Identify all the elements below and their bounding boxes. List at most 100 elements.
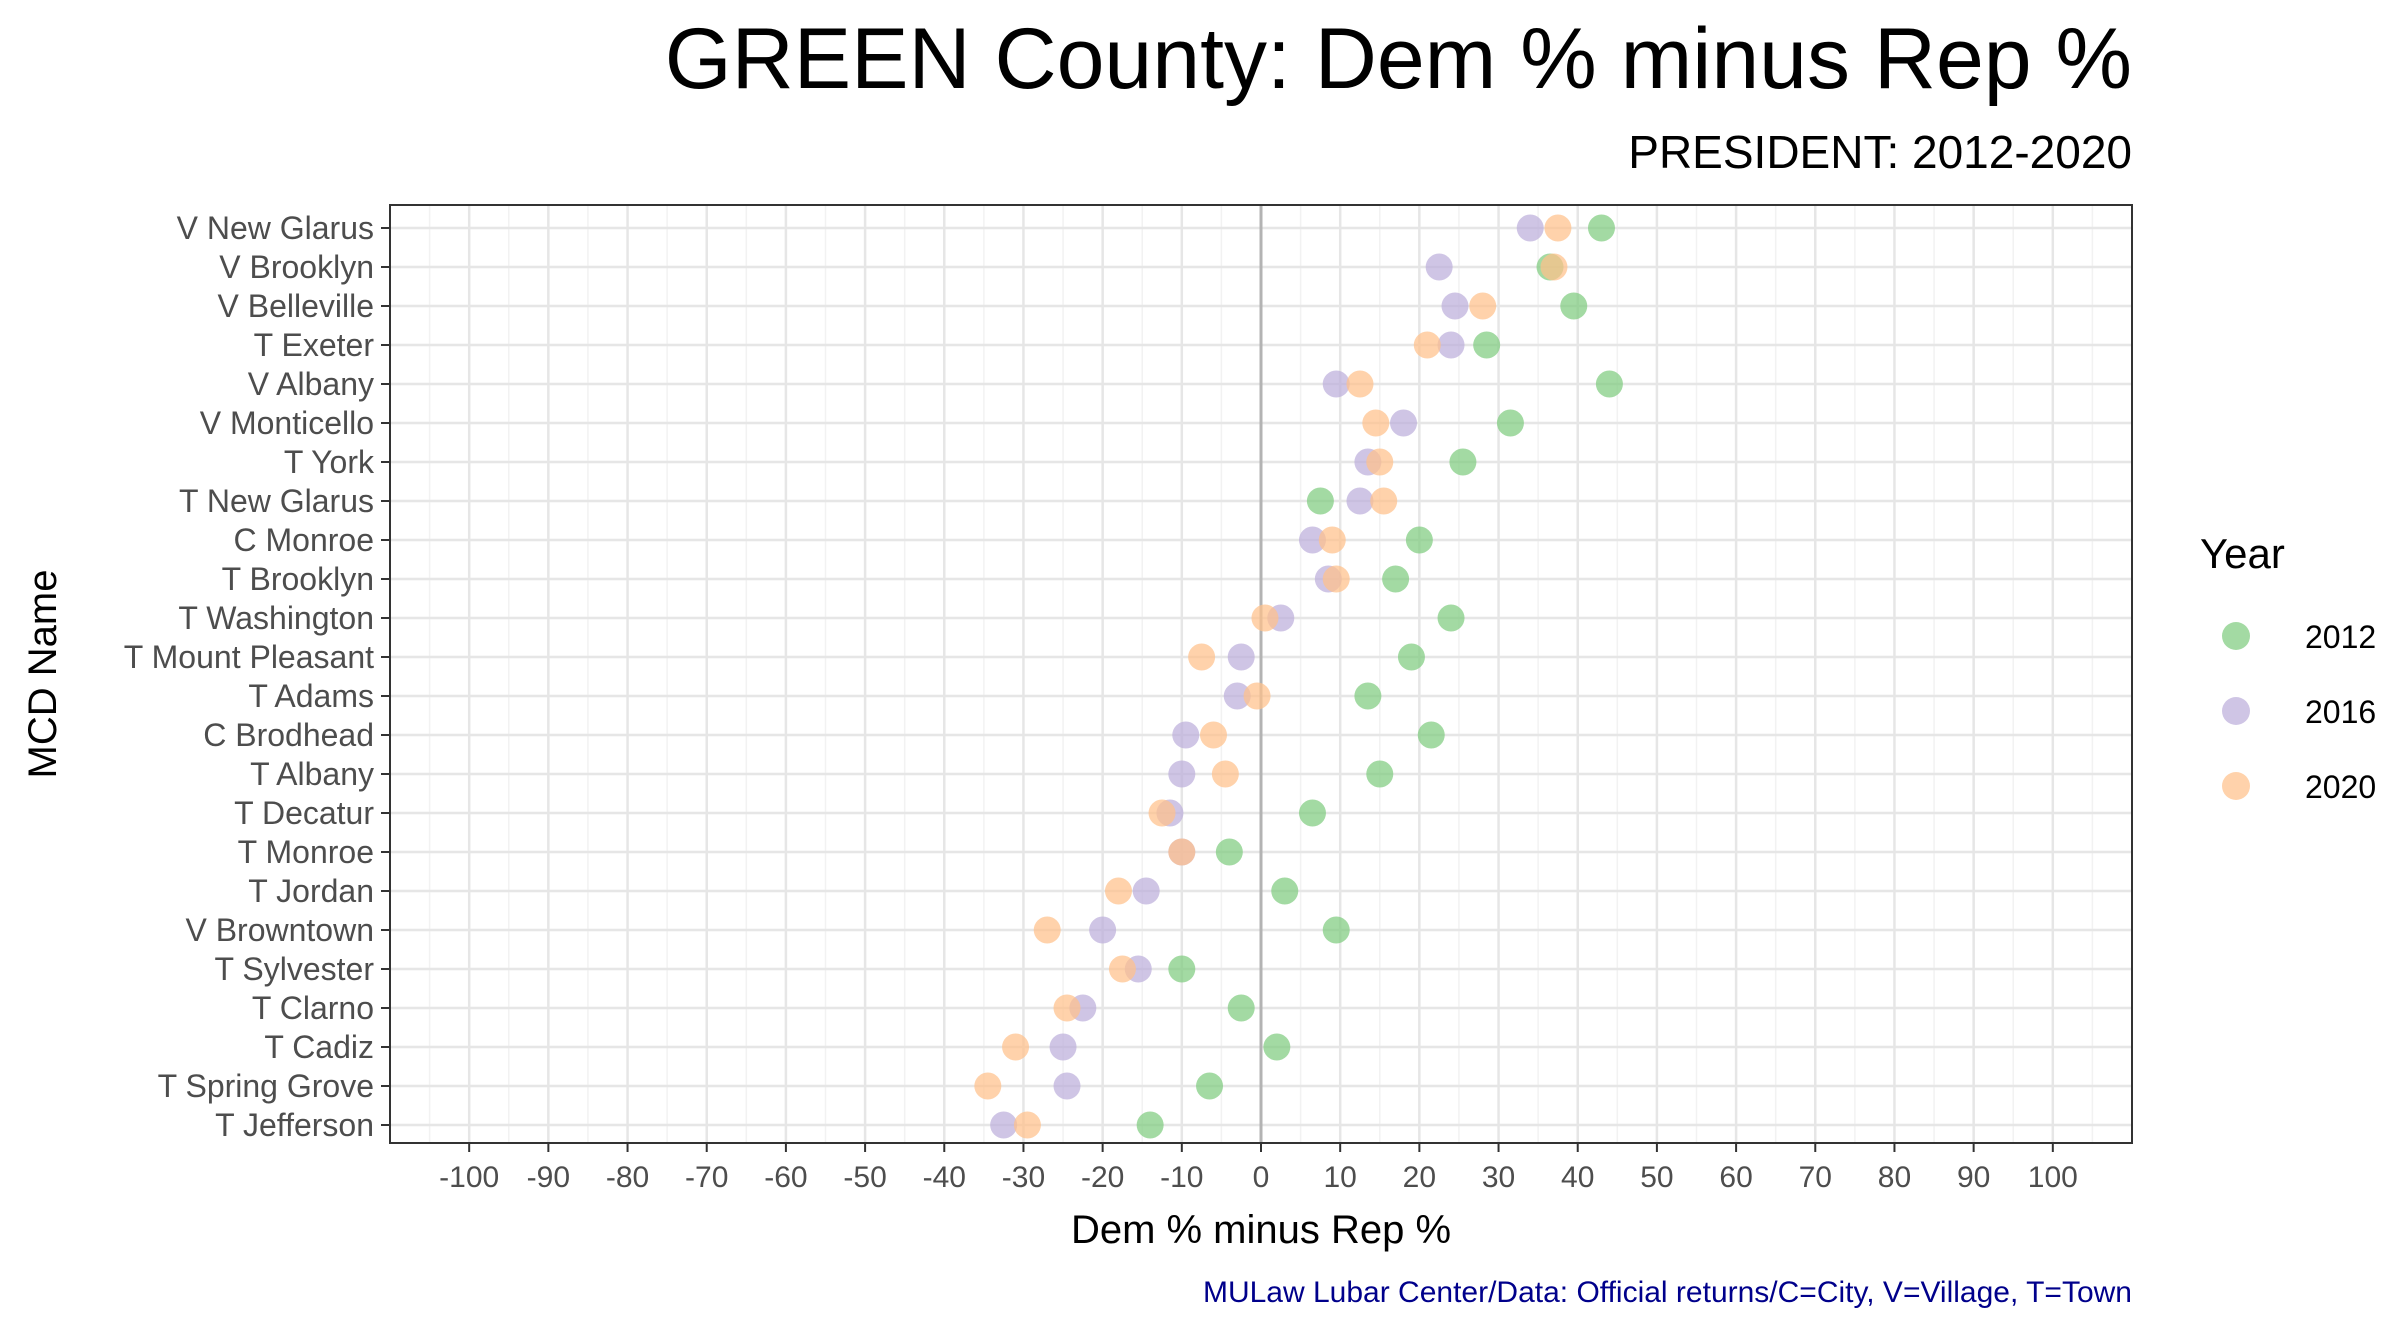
point-2016	[1390, 409, 1418, 437]
point-2016	[1437, 331, 1465, 359]
y-tick-label: T Monroe	[238, 834, 374, 870]
point-2020	[1148, 799, 1176, 827]
legend: Year 2012 2016 2020	[2200, 530, 2376, 805]
y-tick-label: T Exeter	[254, 327, 375, 363]
point-2016	[1089, 916, 1117, 944]
point-2020	[1366, 448, 1394, 476]
point-2020	[1104, 877, 1132, 905]
point-2020	[1318, 526, 1346, 554]
point-2016	[1346, 487, 1374, 515]
y-axis-title: MCD Name	[21, 570, 65, 779]
legend-key-2016	[2222, 697, 2250, 725]
data-points	[974, 214, 1623, 1139]
point-2012	[1354, 682, 1382, 710]
point-2012	[1595, 370, 1623, 398]
legend-key-2012	[2222, 622, 2250, 650]
y-tick-label: T York	[284, 444, 375, 480]
y-tick-label: T Jordan	[248, 873, 374, 909]
y-tick-label: T Jefferson	[215, 1107, 374, 1143]
point-2012	[1473, 331, 1501, 359]
y-tick-label: T Decatur	[234, 795, 374, 831]
point-2020	[1033, 916, 1061, 944]
point-2020	[1013, 1111, 1041, 1139]
legend-label-2020: 2020	[2305, 769, 2376, 805]
point-2020	[1211, 760, 1239, 788]
point-2016	[1298, 526, 1326, 554]
point-2020	[1322, 565, 1350, 593]
grid-minor	[428, 205, 2094, 1143]
point-2020	[1469, 292, 1497, 320]
point-2012	[1215, 838, 1243, 866]
x-tick-label: -70	[685, 1161, 728, 1194]
point-2012	[1271, 877, 1299, 905]
plot-panel	[389, 204, 2133, 1144]
legend-key-2020	[2222, 772, 2250, 800]
y-tick-label: T Albany	[250, 756, 374, 792]
point-2016	[1053, 1072, 1081, 1100]
y-tick-label: T Adams	[248, 678, 374, 714]
y-tick-label: V New Glarus	[177, 210, 374, 246]
x-tick-label: 90	[1957, 1161, 1990, 1194]
x-tick-label: 80	[1878, 1161, 1911, 1194]
point-2020	[1540, 253, 1568, 281]
x-tick-label: -20	[1081, 1161, 1124, 1194]
x-tick-label: 40	[1561, 1161, 1594, 1194]
legend-items: 2012 2016 2020	[2222, 619, 2376, 805]
y-tick-label: T New Glarus	[179, 483, 374, 519]
chart-caption: MULaw Lubar Center/Data: Official return…	[1203, 1276, 2132, 1309]
point-2012	[1168, 955, 1196, 983]
point-2020	[1199, 721, 1227, 749]
point-2020	[1188, 643, 1216, 671]
y-tick-label: V Brooklyn	[219, 249, 374, 285]
x-tick-label: -80	[606, 1161, 649, 1194]
point-2016	[1168, 760, 1196, 788]
point-2012	[1397, 643, 1425, 671]
point-2016	[1223, 682, 1251, 710]
point-2012	[1298, 799, 1326, 827]
point-2012	[1560, 292, 1588, 320]
legend-label-2012: 2012	[2305, 619, 2376, 655]
point-2012	[1196, 1072, 1224, 1100]
point-2016	[990, 1111, 1018, 1139]
point-2020	[1346, 370, 1374, 398]
point-2012	[1587, 214, 1615, 242]
point-2016	[1425, 253, 1453, 281]
x-tick-label: 100	[2028, 1161, 2078, 1194]
point-2012	[1306, 487, 1334, 515]
x-tick-label: -30	[1002, 1161, 1045, 1194]
point-2012	[1417, 721, 1445, 749]
point-2020	[1002, 1033, 1030, 1061]
x-tick-label: 70	[1799, 1161, 1832, 1194]
x-tick-label: 30	[1482, 1161, 1515, 1194]
y-tick-label: V Monticello	[200, 405, 374, 441]
x-tick-label: 10	[1323, 1161, 1356, 1194]
point-2012	[1136, 1111, 1164, 1139]
point-2016	[1049, 1033, 1077, 1061]
point-2016	[1322, 370, 1350, 398]
point-2012	[1449, 448, 1477, 476]
y-tick-label: C Brodhead	[203, 717, 374, 753]
point-2020	[1168, 838, 1196, 866]
x-tick-label: -90	[527, 1161, 570, 1194]
x-tick-label: -10	[1160, 1161, 1203, 1194]
legend-label-2016: 2016	[2305, 694, 2376, 730]
point-2020	[974, 1072, 1002, 1100]
point-2016	[1132, 877, 1160, 905]
y-tick-label: T Clarno	[252, 990, 374, 1026]
point-2012	[1263, 1033, 1291, 1061]
legend-title: Year	[2200, 530, 2285, 577]
x-tick-label: -60	[764, 1161, 807, 1194]
point-2012	[1322, 916, 1350, 944]
y-tick-label: T Mount Pleasant	[124, 639, 374, 675]
point-2020	[1413, 331, 1441, 359]
y-tick-label: T Spring Grove	[158, 1068, 374, 1104]
y-tick-label: V Albany	[248, 366, 374, 402]
x-tick-label: 0	[1253, 1161, 1270, 1194]
y-tick-label: T Cadiz	[264, 1029, 374, 1065]
point-2016	[1172, 721, 1200, 749]
point-2020	[1053, 994, 1081, 1022]
x-tick-label: 60	[1719, 1161, 1752, 1194]
point-2012	[1366, 760, 1394, 788]
point-2020	[1243, 682, 1271, 710]
